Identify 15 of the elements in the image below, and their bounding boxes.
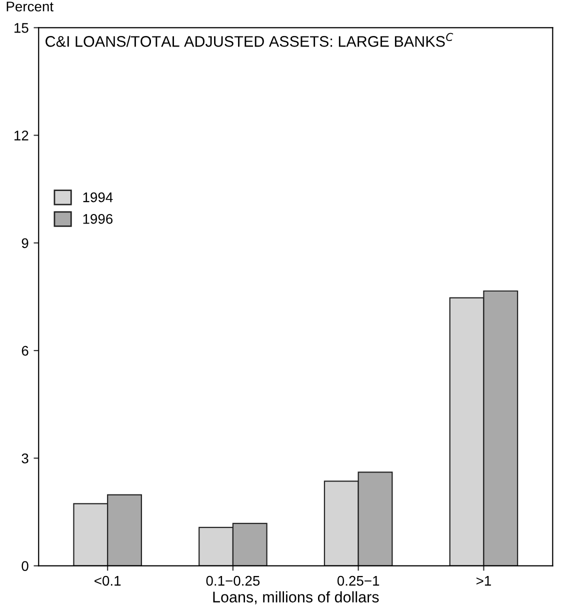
y-tick-label: 6 bbox=[22, 346, 28, 356]
y-tick-label: 0 bbox=[22, 561, 28, 571]
y-tick-label: 9 bbox=[22, 238, 28, 248]
x-tick-label: >1 bbox=[476, 576, 491, 586]
x-tick-label: 0.1−0.25 bbox=[206, 576, 260, 586]
legend-label: 1996 bbox=[83, 214, 113, 224]
chart-title: C&I LOANS/TOTAL ADJUSTED ASSETS: LARGE BANKS$^{C}$ bbox=[46, 32, 454, 47]
x-axis-title: Loans, millions of dollars bbox=[213, 591, 379, 604]
x-tick-label: <0.1 bbox=[94, 576, 121, 586]
y-axis-title: Percent bbox=[6, 2, 54, 12]
y-tick-label: 12 bbox=[14, 130, 28, 140]
y-tick-label: 3 bbox=[22, 454, 28, 464]
legend-label: 1994 bbox=[83, 192, 113, 202]
y-tick-label: 15 bbox=[14, 23, 28, 33]
x-tick-label: 0.25−1 bbox=[337, 576, 380, 586]
